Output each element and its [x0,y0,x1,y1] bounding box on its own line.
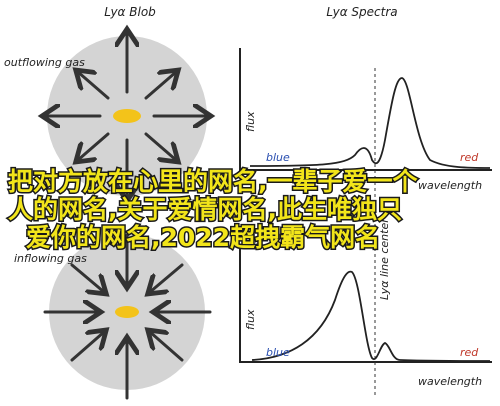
core [115,306,139,318]
inflow-label: inflowing gas [14,252,87,265]
right-title: Lyα Spectra [326,5,397,19]
blue-label: blue [266,151,290,164]
outflow-arrows [45,32,208,198]
core [113,109,141,123]
left-title: Lyα Blob [104,5,156,19]
caption-line: 人的网名,关于爱情网名,此生唯独只 [8,195,402,224]
outflow-label: outflowing gas [4,56,85,69]
spectrum-curve [251,270,491,362]
y-label: flux [244,111,257,132]
red-label: red [460,346,479,359]
spectrum-curve [249,77,491,169]
y-label: flux [244,309,257,330]
x-label: wavelength [418,179,482,192]
axes [239,48,492,171]
blue-label: blue [266,346,290,359]
caption-line: 爱你的网名,2022超拽霸气网名 [26,223,380,252]
inflow-arrows [43,233,212,400]
line-center-label: Lyα line center [378,217,391,300]
caption-line: 把对方放在心里的网名,一辈子爱一个 [8,167,418,196]
axes [239,245,492,363]
x-label: wavelength [418,375,482,388]
red-label: red [460,151,479,164]
